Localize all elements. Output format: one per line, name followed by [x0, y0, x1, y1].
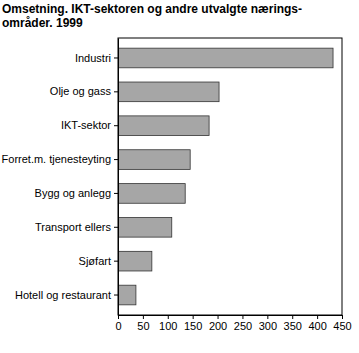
y-tick-mark: [114, 159, 118, 160]
x-tick: 150: [184, 315, 202, 332]
x-tick-label: 0: [115, 320, 121, 332]
bar: [118, 48, 333, 68]
x-tick-label: 250: [234, 320, 252, 332]
x-tick-label: 300: [259, 320, 277, 332]
x-tick-mark: [168, 315, 169, 319]
x-tick-mark: [267, 315, 268, 319]
y-axis-line: [118, 39, 119, 316]
y-tick-label: Sjøfart: [79, 255, 111, 267]
y-tick: Hotell og restaurant: [15, 289, 118, 301]
x-tick-label: 150: [184, 320, 202, 332]
bar: [118, 217, 172, 237]
x-tick: 200: [209, 315, 227, 332]
x-tick-label: 350: [284, 320, 302, 332]
bars: [118, 48, 333, 305]
x-tick: 350: [284, 315, 302, 332]
y-tick-label: Olje og gass: [50, 85, 112, 97]
x-tick: 250: [234, 315, 252, 332]
y-tick: Industri: [75, 51, 118, 63]
bar: [118, 184, 185, 204]
y-tick: IKT-sektor: [61, 119, 118, 131]
x-tick-mark: [342, 315, 343, 319]
y-tick-label: Transport ellers: [35, 221, 112, 233]
chart-title: Omsetning. IKT-sektoren og andre utvalgt…: [2, 2, 302, 16]
y-tick-mark: [114, 227, 118, 228]
y-tick: Olje og gass: [50, 85, 118, 97]
x-tick-label: 100: [159, 320, 177, 332]
x-tick-mark: [143, 315, 144, 319]
y-tick: Forret.m. tjenesteyting: [2, 153, 118, 165]
x-tick: 300: [259, 315, 277, 332]
x-tick-label: 450: [333, 320, 351, 332]
bar: [118, 82, 219, 102]
bar: [118, 285, 136, 305]
x-tick-mark: [193, 315, 194, 319]
x-axis: 0 50 100 150 200 250 300 350 400 450: [115, 315, 351, 332]
y-tick-label: IKT-sektor: [61, 119, 111, 131]
x-tick-label: 50: [137, 320, 149, 332]
bar: [118, 116, 209, 136]
y-tick-label: Hotell og restaurant: [15, 289, 111, 301]
x-tick: 0: [115, 315, 121, 332]
y-tick: Bygg og anlegg: [35, 187, 118, 199]
x-tick: 450: [333, 315, 351, 332]
y-tick-mark: [114, 295, 118, 296]
y-tick: Transport ellers: [35, 221, 118, 233]
x-tick-mark: [242, 315, 243, 319]
x-tick-label: 200: [209, 320, 227, 332]
x-tick-mark: [118, 315, 119, 319]
chart-title: områder. 1999: [2, 16, 83, 30]
x-tick: 50: [137, 315, 149, 332]
y-axis: Industri Olje og gass IKT-sektor Forret.m. …: [2, 39, 119, 316]
x-tick: 100: [159, 315, 177, 332]
bar: [118, 251, 152, 271]
bar: [118, 150, 190, 170]
y-tick-mark: [114, 193, 118, 194]
y-tick-mark: [114, 261, 118, 262]
y-tick-mark: [114, 125, 118, 126]
y-tick-label: Industri: [75, 51, 111, 63]
x-tick-mark: [218, 315, 219, 319]
y-tick-mark: [114, 91, 118, 92]
y-tick-label: Forret.m. tjenesteyting: [2, 153, 111, 165]
y-tick-mark: [114, 57, 118, 58]
plot-frame: [118, 38, 342, 315]
y-tick-label: Bygg og anlegg: [35, 187, 111, 199]
x-axis-line: [119, 315, 343, 316]
x-tick-mark: [317, 315, 318, 319]
y-tick: Sjøfart: [79, 255, 118, 267]
x-tick-mark: [292, 315, 293, 319]
x-tick-label: 400: [308, 320, 326, 332]
x-tick: 400: [308, 315, 326, 332]
